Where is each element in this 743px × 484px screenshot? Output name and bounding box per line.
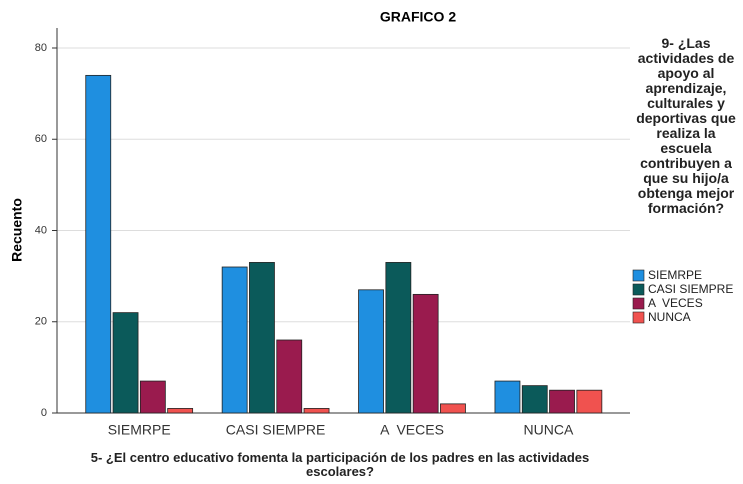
bar — [385, 262, 412, 414]
x-tick-label: NUNCA — [524, 422, 574, 438]
y-axis-label: Recuento — [9, 198, 25, 262]
bar — [112, 312, 139, 414]
legend-title: 9- ¿Las actividades de apoyo al aprendiz… — [636, 35, 736, 216]
bar — [576, 389, 603, 414]
bar — [249, 262, 275, 414]
legend-label: SIEMRPE — [648, 268, 702, 282]
bar — [303, 408, 330, 414]
legend-swatch — [632, 311, 645, 324]
legend-swatch — [632, 269, 645, 282]
bar — [358, 289, 384, 414]
bar — [494, 380, 521, 414]
y-tick-label: 80 — [35, 42, 47, 54]
x-axis-label: 5- ¿El centro educativo fomenta la parti… — [90, 450, 590, 479]
bar — [85, 74, 112, 414]
bar — [276, 339, 303, 414]
legend-label: CASI SIEMPRE — [648, 282, 733, 296]
bar — [521, 385, 548, 414]
chart-title: GRAFICO 2 — [380, 9, 456, 25]
bar — [549, 389, 575, 414]
legend-label: NUNCA — [648, 310, 691, 324]
y-tick-label: 20 — [35, 316, 47, 328]
bar — [139, 380, 166, 414]
bar — [440, 403, 466, 414]
legend-label: A VECES — [648, 296, 703, 310]
y-tick-label: 40 — [35, 224, 47, 236]
legend-swatch — [632, 297, 645, 310]
x-tick-label: SIEMRPE — [108, 422, 171, 438]
bar — [412, 293, 439, 414]
legend-swatch — [632, 283, 645, 296]
y-tick-label: 0 — [41, 407, 47, 419]
x-tick-label: A VECES — [380, 422, 444, 438]
x-tick-label: CASI SIEMPRE — [226, 422, 326, 438]
bar — [167, 408, 194, 414]
y-tick-label: 60 — [35, 133, 47, 145]
bar — [221, 266, 248, 414]
